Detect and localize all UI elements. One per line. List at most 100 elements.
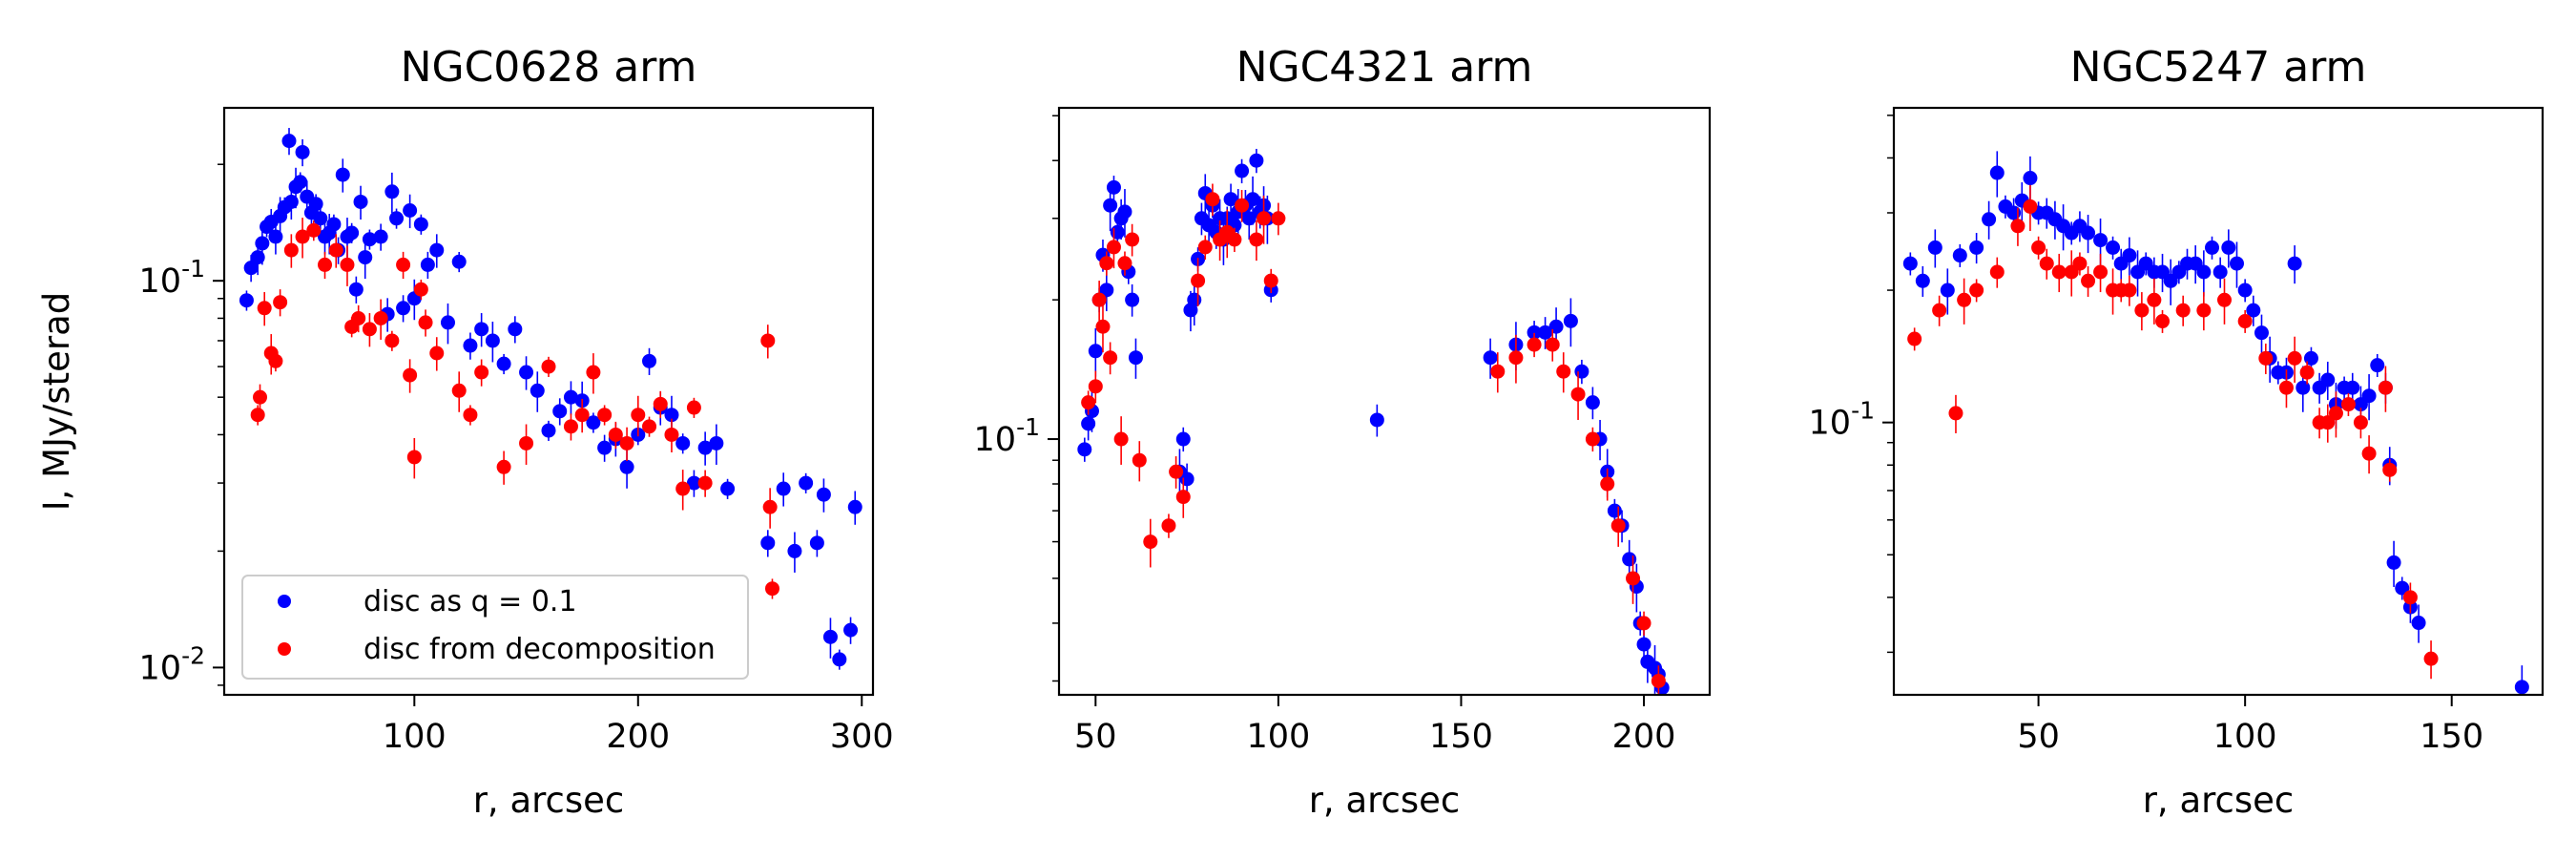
- data-point-disc-q: [2361, 388, 2377, 404]
- data-point-disc-decomp: [2175, 303, 2191, 318]
- data-point-disc-q: [563, 389, 578, 405]
- data-point-disc-decomp: [1600, 476, 1615, 492]
- data-point-disc-decomp: [451, 383, 467, 398]
- data-point-disc-decomp: [1113, 431, 1129, 447]
- y-tick-label: 10-1: [974, 413, 1040, 459]
- data-point-disc-q: [586, 415, 601, 430]
- data-point-disc-q: [1088, 344, 1103, 359]
- data-point-disc-q: [239, 293, 254, 308]
- data-point-disc-decomp: [1545, 337, 1560, 352]
- data-point-disc-q: [1077, 442, 1092, 457]
- data-point-disc-decomp: [2081, 273, 2096, 288]
- data-point-disc-q: [1982, 212, 1997, 227]
- data-point-disc-decomp: [697, 475, 713, 491]
- panel-title: NGC0628 arm: [401, 43, 697, 92]
- data-point-disc-decomp: [675, 481, 691, 496]
- y-tick-label: 10-1: [139, 255, 205, 301]
- data-point-disc-q: [2006, 205, 2022, 220]
- data-point-disc-decomp: [586, 365, 601, 380]
- plot-frame: [1892, 106, 2545, 697]
- data-point-disc-q: [440, 315, 455, 330]
- y-axis-label: I, MJy/sterad: [36, 292, 77, 512]
- data-point-disc-decomp: [1125, 232, 1140, 247]
- data-point-disc-q: [2320, 372, 2336, 388]
- x-tick-label: 200: [606, 718, 670, 756]
- x-tick-label: 100: [1246, 718, 1310, 756]
- data-point-disc-q: [2296, 380, 2311, 395]
- data-point-disc-q: [1117, 204, 1132, 220]
- data-point-disc-decomp: [653, 396, 668, 411]
- data-point-disc-decomp: [764, 581, 779, 597]
- data-point-disc-q: [2212, 264, 2228, 280]
- data-point-disc-decomp: [474, 365, 489, 380]
- data-point-disc-decomp: [351, 310, 366, 325]
- panel-title: NGC5247 arm: [2070, 43, 2367, 92]
- data-point-disc-q: [283, 194, 299, 209]
- data-point-disc-q: [389, 211, 405, 226]
- data-point-disc-q: [2081, 225, 2096, 241]
- data-point-disc-decomp: [1263, 273, 1278, 288]
- data-point-disc-q: [832, 652, 847, 667]
- data-point-disc-q: [2246, 303, 2261, 318]
- data-point-disc-decomp: [1610, 518, 1626, 534]
- y-tick-label: 10-2: [139, 641, 205, 687]
- data-point-disc-q: [1103, 198, 1118, 213]
- data-point-disc-q: [2411, 616, 2426, 631]
- x-tick-label: 50: [1074, 718, 1117, 756]
- data-point-disc-decomp: [2353, 415, 2368, 430]
- data-point-disc-q: [816, 487, 831, 502]
- data-point-disc-decomp: [563, 419, 578, 434]
- data-point-disc-decomp: [406, 450, 422, 465]
- data-point-disc-decomp: [664, 427, 679, 442]
- data-point-disc-q: [2514, 680, 2529, 695]
- data-point-disc-decomp: [2423, 651, 2439, 666]
- data-point-disc-q: [1235, 163, 1250, 178]
- data-point-disc-q: [1574, 364, 1589, 379]
- plot-frame: [222, 106, 875, 697]
- data-point-disc-decomp: [373, 310, 388, 325]
- data-point-disc-q: [413, 217, 428, 232]
- data-point-disc-q: [396, 301, 411, 316]
- data-point-disc-q: [326, 217, 342, 232]
- data-point-disc-decomp: [2320, 415, 2336, 430]
- data-point-disc-q: [1636, 637, 1652, 652]
- data-point-disc-q: [642, 353, 657, 368]
- data-point-disc-q: [485, 333, 500, 348]
- data-point-disc-decomp: [1651, 673, 1666, 688]
- data-point-disc-decomp: [2278, 380, 2294, 395]
- data-point-disc-decomp: [760, 333, 776, 348]
- data-point-disc-decomp: [631, 408, 646, 423]
- data-point-disc-q: [429, 242, 445, 258]
- data-point-disc-decomp: [1585, 431, 1600, 447]
- data-point-disc-decomp: [2031, 240, 2046, 255]
- data-point-disc-q: [243, 261, 259, 276]
- data-point-disc-q: [809, 535, 824, 551]
- data-point-disc-q: [1483, 350, 1498, 366]
- panel-ngc5247: 50 100 150 10-1 NGC5247 arm r, arcsec: [1809, 43, 2545, 821]
- data-point-disc-q: [2106, 240, 2121, 255]
- data-point-disc-q: [597, 440, 613, 455]
- x-tick-label: 150: [1429, 718, 1493, 756]
- data-point-disc-q: [843, 622, 859, 638]
- data-point-disc-q: [1187, 292, 1202, 307]
- data-point-disc-q: [1125, 292, 1140, 307]
- data-point-disc-q: [760, 535, 776, 551]
- data-point-disc-q: [508, 322, 523, 337]
- data-point-disc-q: [1563, 313, 1578, 328]
- data-point-disc-decomp: [496, 459, 511, 474]
- data-point-disc-q: [373, 229, 388, 244]
- data-point-disc-decomp: [1626, 571, 1641, 586]
- data-point-disc-decomp: [384, 333, 400, 348]
- data-point-disc-decomp: [1161, 518, 1176, 534]
- data-point-disc-decomp: [273, 295, 288, 310]
- data-point-disc-q: [1969, 240, 1984, 255]
- data-point-disc-q: [686, 475, 701, 491]
- legend-box: [241, 575, 749, 680]
- data-point-disc-decomp: [2258, 350, 2274, 366]
- data-point-disc-q: [2287, 256, 2302, 271]
- data-point-disc-decomp: [283, 242, 299, 258]
- data-point-disc-decomp: [413, 282, 428, 297]
- data-point-disc-q: [541, 423, 556, 438]
- data-point-disc-decomp: [1227, 232, 1242, 247]
- data-point-disc-decomp: [1088, 379, 1103, 394]
